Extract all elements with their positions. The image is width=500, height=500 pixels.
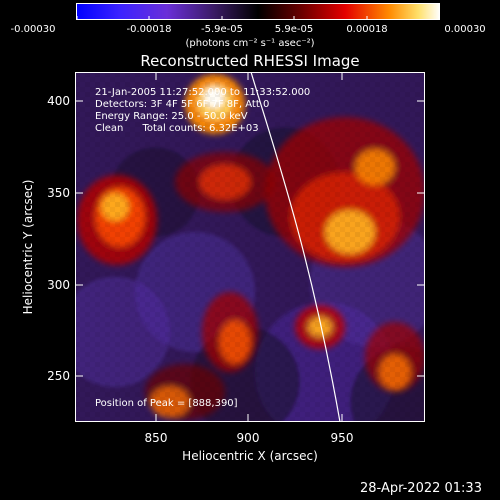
y-axis-label: Heliocentric Y (arcsec) (21, 179, 35, 315)
plot-title: Reconstructed RHESSI Image (140, 52, 360, 70)
colorbar-tick-label: -5.9e-05 (201, 24, 243, 35)
info-line: 21-Jan-2005 11:27:52.000 to 11:33:52.000 (95, 87, 311, 98)
peak-position-text: Position of Peak = [888,390] (95, 398, 238, 409)
info-line: Energy Range: 25.0 - 50.0 keV (95, 111, 248, 122)
colorbar-tick-label: 0.00030 (444, 24, 486, 35)
colorbar (76, 3, 440, 20)
colorbar-tick-label: -0.00018 (126, 24, 172, 35)
x-axis-label: Heliocentric X (arcsec) (182, 449, 318, 463)
info-line: Clean Total counts: 6.32E+03 (95, 123, 259, 134)
timestamp: 28-Apr-2022 01:33 (360, 481, 482, 496)
y-tick-label: 400 (47, 94, 70, 108)
colorbar-gradient (76, 3, 440, 20)
x-tick-label: 850 (144, 431, 168, 445)
x-tick-label: 950 (330, 431, 354, 445)
colorbar-tick-label: -0.00030 (10, 24, 56, 35)
info-line: Detectors: 3F 4F 5F 6F 7F 8F, Att 0 (95, 99, 270, 110)
colorbar-tick-labels: -0.00030 -0.00018 -5.9e-05 5.9e-05 0.000… (0, 24, 500, 40)
solar-limb-line (250, 72, 341, 422)
y-tick-label: 300 (47, 278, 70, 292)
rhessi-image-svg (75, 72, 425, 422)
pixel-grain (75, 72, 425, 422)
image-border (75, 72, 425, 422)
colorbar-units: (photons cm⁻² s⁻¹ asec⁻²) (185, 38, 315, 49)
axis-ticks (75, 72, 425, 422)
y-tick-label: 250 (47, 369, 70, 383)
x-tick-label: 900 (236, 431, 260, 445)
colorbar-tick-label: 5.9e-05 (274, 24, 314, 35)
colorbar-tick-label: 0.00018 (346, 24, 388, 35)
y-tick-label: 350 (47, 186, 70, 200)
image-panel (75, 72, 425, 422)
